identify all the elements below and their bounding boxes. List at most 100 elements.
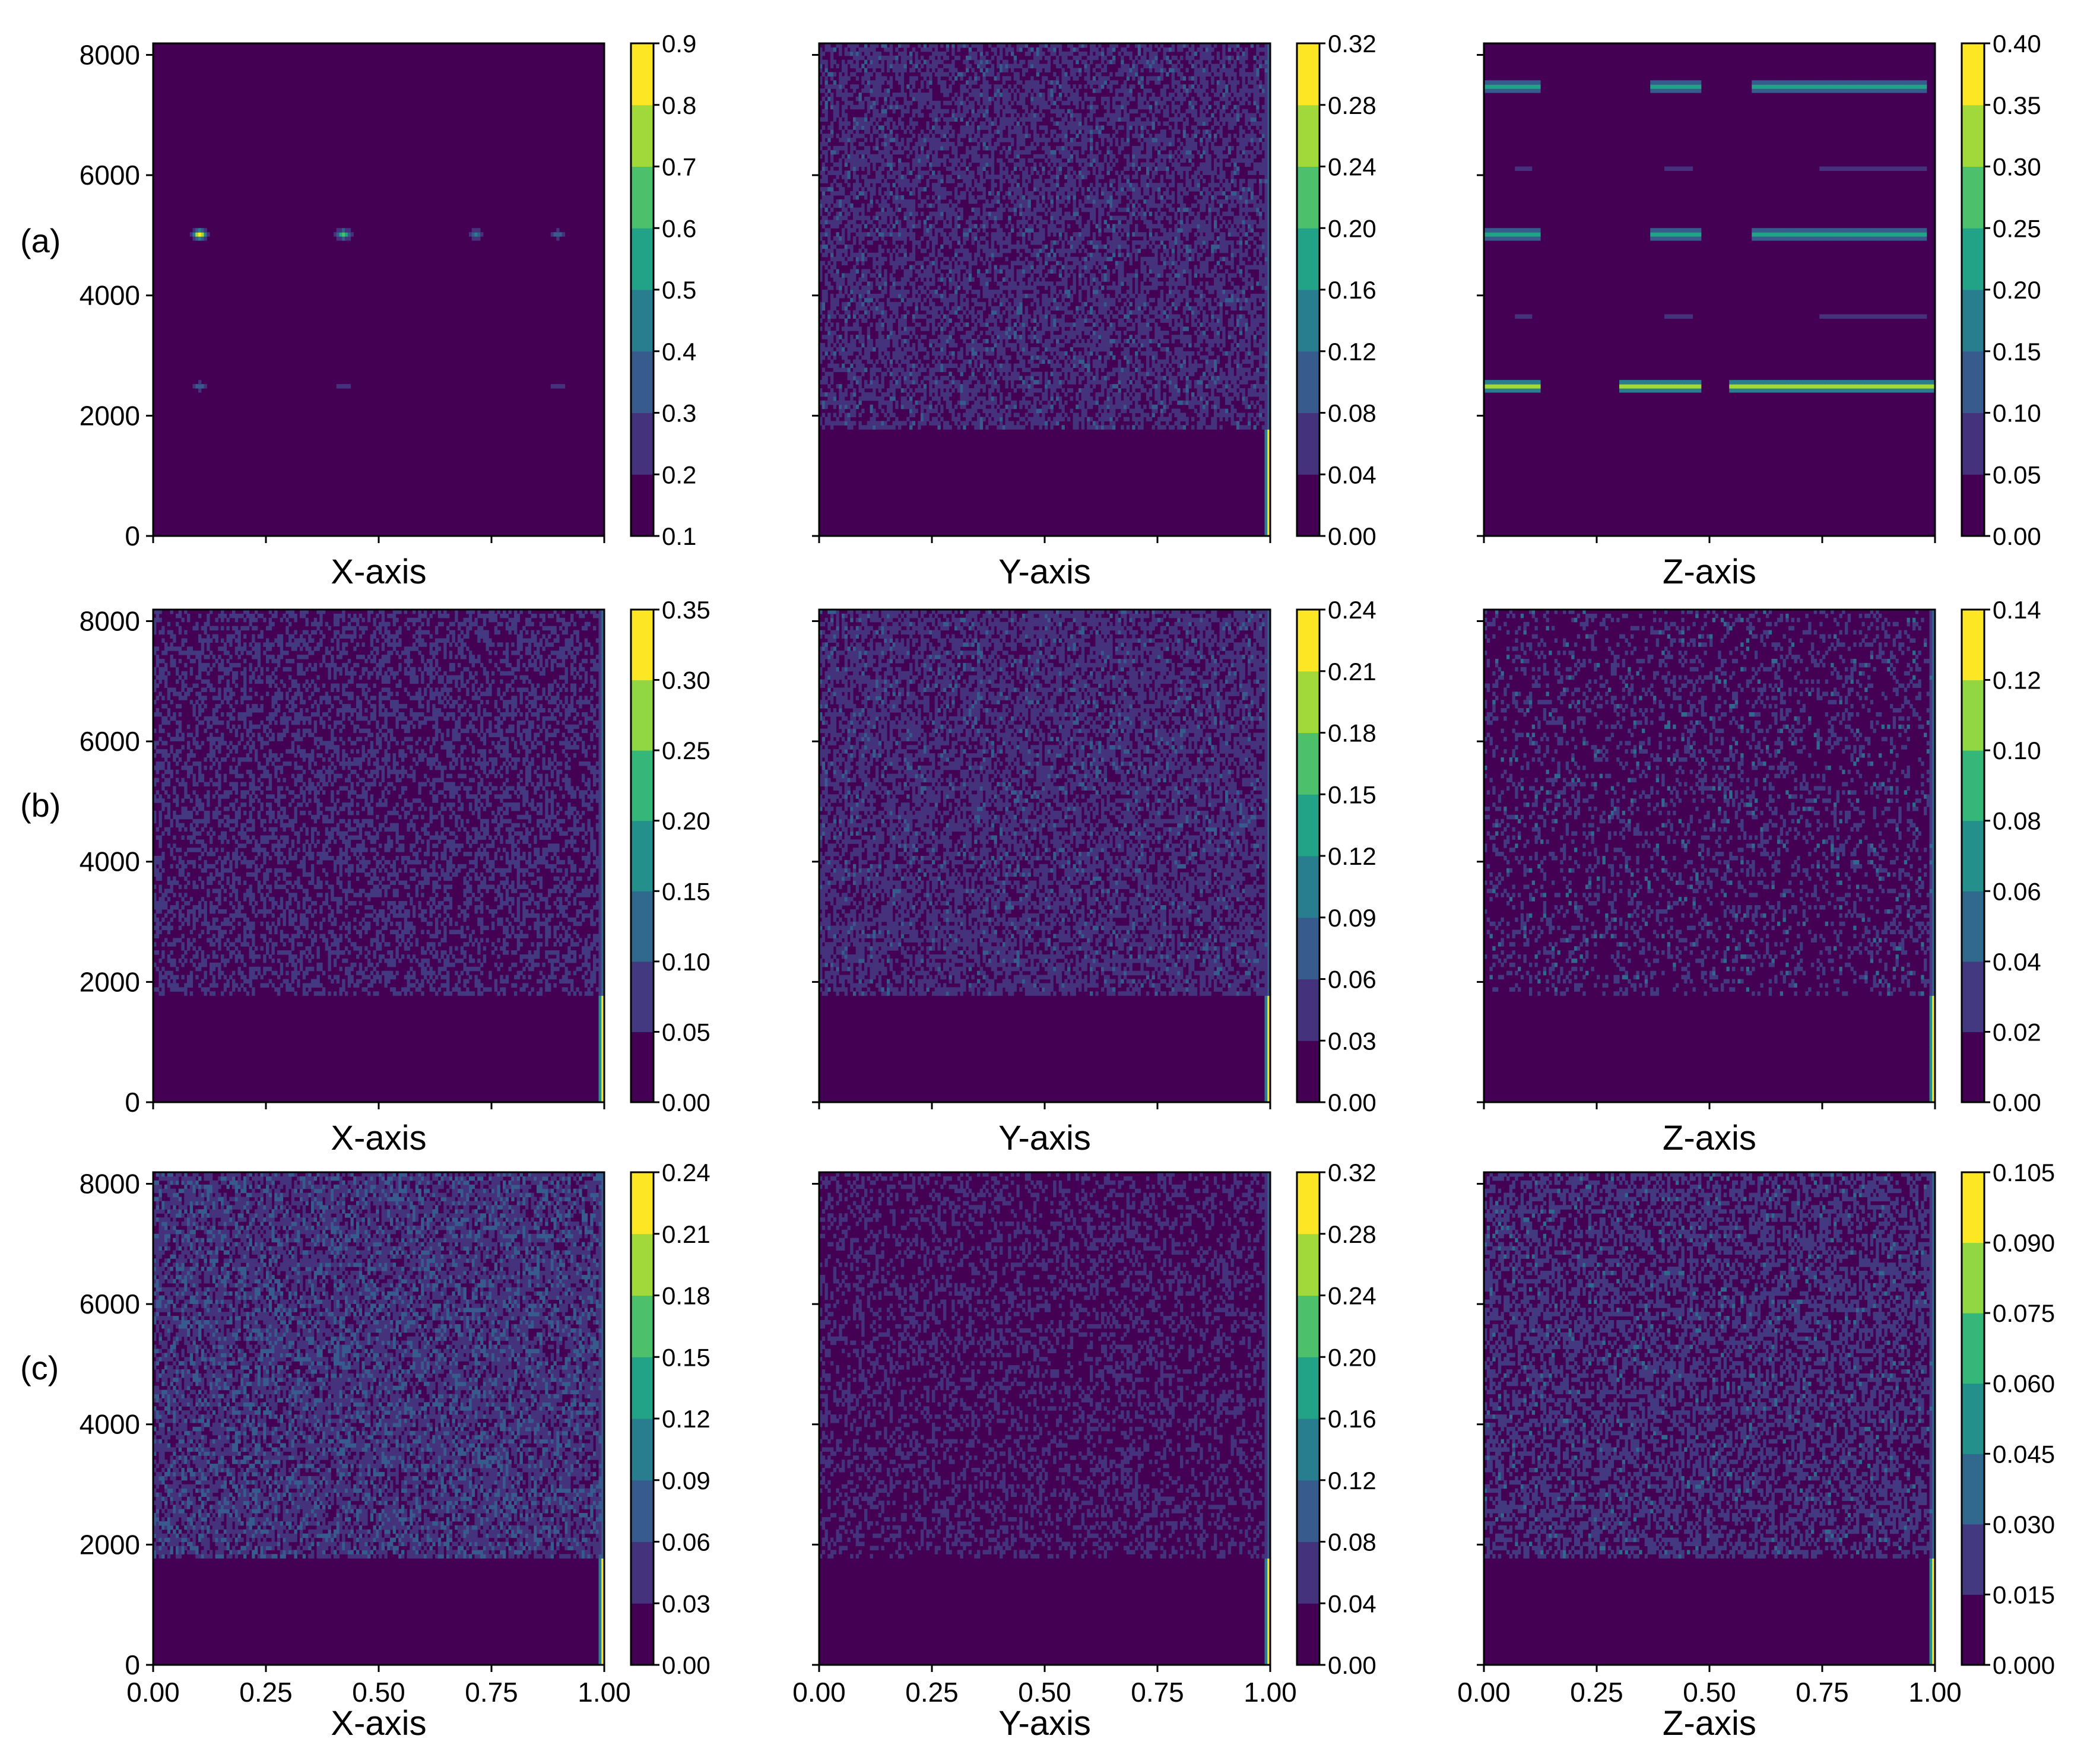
heatmap-cell: [859, 326, 862, 331]
heatmap-cell: [957, 249, 960, 253]
heatmap-cell: [836, 302, 839, 307]
heatmap-cell: [901, 396, 904, 401]
heatmap-cell: [554, 384, 557, 389]
heatmap-cell: [974, 298, 977, 303]
heatmap-cell: [1033, 269, 1036, 274]
heatmap-cell: [985, 253, 988, 258]
heatmap-cell: [1211, 322, 1214, 327]
heatmap-cell: [991, 257, 994, 262]
heatmap-cell: [1053, 302, 1056, 307]
heatmap-cell: [867, 298, 870, 303]
heatmap-cell: [1194, 298, 1197, 303]
heatmap-cell: [827, 269, 830, 274]
heatmap-cell: [1259, 261, 1262, 266]
heatmap-cell: [873, 257, 876, 262]
heatmap-cell: [1175, 290, 1178, 294]
heatmap-cell: [1186, 261, 1189, 266]
heatmap-cell: [1090, 388, 1093, 393]
heatmap-cell: [1265, 512, 1268, 516]
heatmap-cell: [972, 298, 975, 303]
heatmap-cell: [348, 228, 351, 233]
heatmap-cell: [1101, 367, 1104, 372]
heatmap-cell: [1228, 364, 1231, 369]
heatmap-cell: [1039, 224, 1042, 229]
heatmap-cell: [1005, 306, 1008, 311]
heatmap-cell: [1217, 302, 1220, 307]
heatmap-cell: [1265, 458, 1268, 463]
heatmap-cell: [1214, 384, 1217, 389]
heatmap-cell: [1259, 343, 1262, 348]
heatmap-cell: [1135, 310, 1138, 315]
heatmap-cell: [1228, 331, 1231, 335]
heatmap-cell: [848, 310, 851, 315]
heatmap-cell: [1180, 318, 1183, 323]
heatmap-cell: [1096, 335, 1099, 340]
heatmap-cell: [915, 351, 918, 356]
heatmap-cell: [938, 351, 941, 356]
heatmap-cell: [1191, 318, 1194, 323]
heatmap-cell: [966, 392, 969, 397]
heatmap-cell: [1135, 392, 1138, 397]
heatmap-cell: [974, 401, 977, 405]
heatmap-cell: [1180, 425, 1183, 430]
heatmap-cell: [1166, 356, 1169, 360]
heatmap-cell: [1265, 524, 1268, 528]
heatmap-cell: [1225, 257, 1228, 262]
heatmap-cell: [949, 318, 952, 323]
heatmap-cell: [1177, 281, 1180, 286]
heatmap-cell: [1154, 249, 1157, 253]
heatmap-cell: [1096, 277, 1099, 282]
heatmap-cell: [836, 401, 839, 405]
heatmap-cell: [1231, 281, 1234, 286]
heatmap-cell: [951, 343, 954, 348]
heatmap-cell: [1118, 285, 1121, 290]
heatmap-cell: [1112, 425, 1115, 430]
heatmap-cell: [963, 249, 966, 253]
heatmap-cell: [1030, 351, 1033, 356]
heatmap-cell: [1141, 339, 1144, 344]
heatmap-cell: [1208, 290, 1211, 294]
heatmap-cell: [997, 228, 1000, 233]
heatmap-cell: [1149, 326, 1152, 331]
heatmap-cell: [960, 326, 963, 331]
heatmap-cell: [1222, 273, 1225, 278]
heatmap-cell: [1172, 245, 1175, 249]
heatmap-cell: [1163, 405, 1166, 410]
heatmap-cell: [1188, 405, 1191, 410]
heatmap-cell: [873, 380, 876, 385]
heatmap-cell: [1191, 310, 1194, 315]
heatmap-cell: [1143, 232, 1146, 237]
heatmap-cell: [1130, 392, 1133, 397]
heatmap-cell: [1005, 421, 1008, 426]
heatmap-cell: [898, 257, 901, 262]
heatmap-cell: [932, 360, 935, 364]
heatmap-cell: [867, 351, 870, 356]
heatmap-cell: [890, 232, 893, 237]
heatmap-cell: [861, 232, 864, 237]
heatmap-cell: [827, 285, 830, 290]
heatmap-cell: [876, 380, 878, 385]
heatmap-cell: [1186, 224, 1189, 229]
heatmap-cell: [1203, 372, 1206, 376]
heatmap-cell: [1135, 306, 1138, 311]
heatmap-cell: [898, 356, 901, 360]
heatmap-cell: [1231, 396, 1234, 401]
heatmap-cell: [1169, 396, 1172, 401]
heatmap-cell: [1098, 257, 1101, 262]
heatmap-cell: [1265, 376, 1268, 380]
heatmap-cell: [1067, 257, 1070, 262]
heatmap-cell: [954, 290, 957, 294]
heatmap-cell: [1149, 417, 1152, 421]
heatmap-cell: [853, 401, 856, 405]
heatmap-cell: [960, 405, 963, 410]
heatmap-cell: [1242, 224, 1245, 229]
heatmap-cell: [1149, 339, 1152, 344]
heatmap-cell: [890, 401, 893, 405]
heatmap-cell: [918, 384, 921, 389]
heatmap-cell: [929, 228, 932, 233]
heatmap-cell: [1206, 298, 1208, 303]
heatmap-cell: [1217, 228, 1220, 233]
heatmap-cell: [1265, 409, 1268, 414]
heatmap-cell: [985, 257, 988, 262]
heatmap-cell: [1214, 281, 1217, 286]
